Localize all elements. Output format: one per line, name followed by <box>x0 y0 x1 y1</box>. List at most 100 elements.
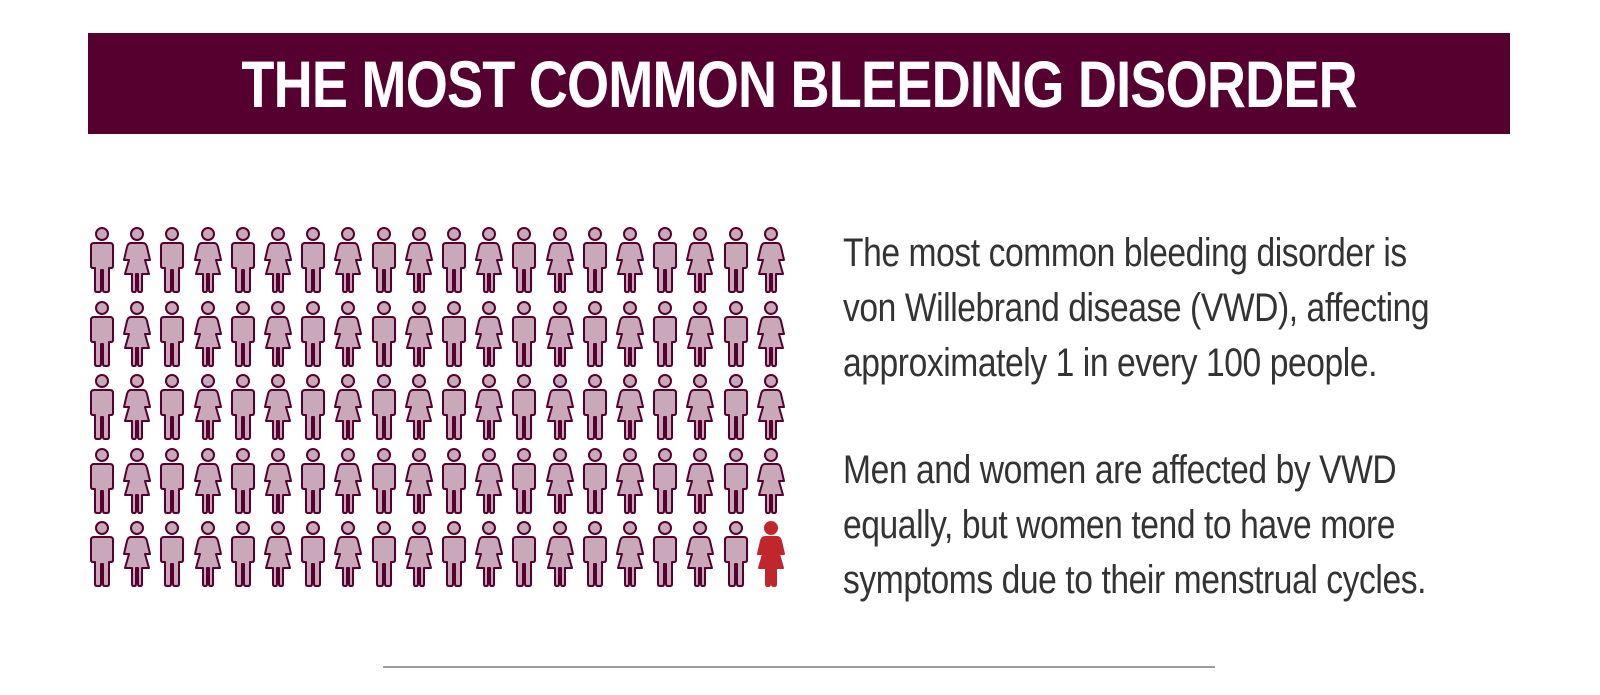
male-person-icon <box>297 226 329 294</box>
male-person-icon <box>368 520 400 588</box>
female-person-icon <box>403 373 435 441</box>
female-person-icon <box>614 226 646 294</box>
male-person-icon <box>720 373 752 441</box>
female-person-icon <box>755 226 787 294</box>
text-line: von Willebrand disease (VWD), affecting <box>843 286 1430 330</box>
paragraph-prevalence: The most common bleeding disorder is von… <box>843 226 1448 391</box>
male-person-icon <box>227 300 259 368</box>
female-person-icon <box>192 520 224 588</box>
male-person-icon <box>86 300 118 368</box>
female-person-icon <box>403 226 435 294</box>
female-person-icon <box>192 447 224 515</box>
paragraph-gender: Men and women are affected by VWD equall… <box>843 443 1448 608</box>
female-person-icon <box>192 226 224 294</box>
male-person-icon <box>86 447 118 515</box>
male-person-icon <box>508 300 540 368</box>
male-person-icon <box>720 520 752 588</box>
male-person-icon <box>297 447 329 515</box>
female-person-icon <box>262 373 294 441</box>
male-person-icon <box>438 447 470 515</box>
highlighted-person-icon <box>755 520 787 588</box>
male-person-icon <box>368 447 400 515</box>
page-title: THE MOST COMMON BLEEDING DISORDER <box>241 46 1357 121</box>
male-person-icon <box>86 520 118 588</box>
male-person-icon <box>720 300 752 368</box>
text-line: equally, but women tend to have more <box>843 503 1396 547</box>
male-person-icon <box>368 226 400 294</box>
female-person-icon <box>262 226 294 294</box>
male-person-icon <box>227 447 259 515</box>
male-person-icon <box>86 373 118 441</box>
male-person-icon <box>508 520 540 588</box>
female-person-icon <box>544 300 576 368</box>
male-person-icon <box>438 300 470 368</box>
male-person-icon <box>156 300 188 368</box>
description-text: The most common bleeding disorder is von… <box>843 226 1563 608</box>
text-line: symptoms due to their menstrual cycles. <box>843 558 1427 602</box>
female-person-icon <box>262 300 294 368</box>
text-line: Men and women are affected by VWD <box>843 448 1397 492</box>
female-person-icon <box>684 226 716 294</box>
female-person-icon <box>544 520 576 588</box>
female-person-icon <box>121 226 153 294</box>
text-line: The most common bleeding disorder is <box>843 231 1407 275</box>
female-person-icon <box>473 300 505 368</box>
female-person-icon <box>473 373 505 441</box>
male-person-icon <box>438 226 470 294</box>
divider-line <box>383 666 1215 668</box>
male-person-icon <box>579 300 611 368</box>
female-person-icon <box>755 300 787 368</box>
male-person-icon <box>579 373 611 441</box>
female-person-icon <box>544 373 576 441</box>
male-person-icon <box>297 520 329 588</box>
male-person-icon <box>227 226 259 294</box>
female-person-icon <box>403 520 435 588</box>
female-person-icon <box>332 520 364 588</box>
female-person-icon <box>262 447 294 515</box>
male-person-icon <box>508 373 540 441</box>
male-person-icon <box>297 300 329 368</box>
female-person-icon <box>262 520 294 588</box>
female-person-icon <box>473 520 505 588</box>
female-person-icon <box>614 520 646 588</box>
male-person-icon <box>720 447 752 515</box>
female-person-icon <box>121 300 153 368</box>
text-line: approximately 1 in every 100 people. <box>843 341 1378 385</box>
male-person-icon <box>649 226 681 294</box>
female-person-icon <box>684 520 716 588</box>
male-person-icon <box>508 447 540 515</box>
male-person-icon <box>508 226 540 294</box>
female-person-icon <box>332 300 364 368</box>
male-person-icon <box>438 373 470 441</box>
people-pictogram <box>86 226 806 602</box>
male-person-icon <box>579 447 611 515</box>
female-person-icon <box>684 373 716 441</box>
female-person-icon <box>684 300 716 368</box>
male-person-icon <box>86 226 118 294</box>
male-person-icon <box>227 520 259 588</box>
male-person-icon <box>227 373 259 441</box>
female-person-icon <box>121 520 153 588</box>
male-person-icon <box>579 226 611 294</box>
female-person-icon <box>332 373 364 441</box>
male-person-icon <box>649 447 681 515</box>
female-person-icon <box>403 447 435 515</box>
female-person-icon <box>332 226 364 294</box>
male-person-icon <box>720 226 752 294</box>
female-person-icon <box>544 447 576 515</box>
female-person-icon <box>614 300 646 368</box>
female-person-icon <box>121 447 153 515</box>
male-person-icon <box>297 373 329 441</box>
male-person-icon <box>438 520 470 588</box>
male-person-icon <box>156 520 188 588</box>
male-person-icon <box>156 226 188 294</box>
female-person-icon <box>192 300 224 368</box>
male-person-icon <box>368 373 400 441</box>
male-person-icon <box>156 447 188 515</box>
female-person-icon <box>403 300 435 368</box>
female-person-icon <box>473 447 505 515</box>
male-person-icon <box>368 300 400 368</box>
title-banner: THE MOST COMMON BLEEDING DISORDER <box>88 33 1510 134</box>
male-person-icon <box>156 373 188 441</box>
male-person-icon <box>649 300 681 368</box>
